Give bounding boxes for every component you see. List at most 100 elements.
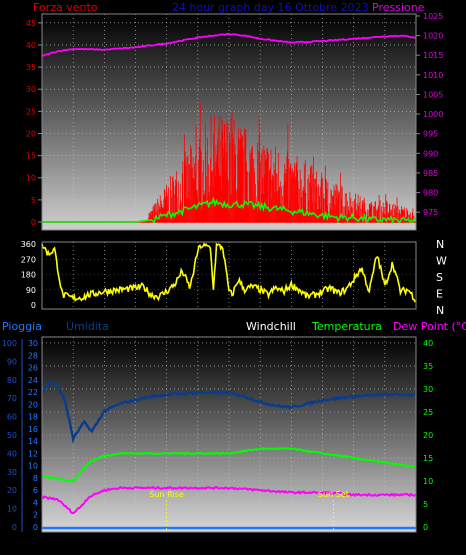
x-tick-12: 12: [224, 231, 234, 240]
x-tick-06: 06: [130, 539, 140, 548]
sun-markers: Sun Rise Sun Set: [149, 490, 349, 532]
rain-tick-8: 8: [33, 474, 38, 483]
x-tick-00: 00: [411, 539, 421, 548]
humidity-tick-70: 70: [7, 394, 17, 403]
wind-tick-20: 20: [26, 129, 36, 138]
temp-panel-frame: [41, 336, 417, 533]
pressure-tick-995: 995: [423, 130, 438, 139]
rain-tick-22: 22: [28, 388, 38, 397]
pressure-tick-975: 975: [423, 208, 438, 217]
x-tick-08: 08: [162, 231, 172, 240]
x-tick-sunrise: Sun Rise: [152, 540, 182, 548]
temp-right-axis: 0 5 10 15 20 25 30 35 40: [423, 339, 433, 532]
pressure-tick-1015: 1015: [423, 51, 443, 60]
humidity-tick-30: 30: [7, 468, 17, 477]
x-tick-14: 14: [255, 231, 265, 240]
x-tick-12: 12: [224, 539, 234, 548]
x-tick-00: 00: [411, 231, 421, 240]
rain-tick-20: 20: [28, 400, 38, 409]
rain-tick-18: 18: [28, 413, 38, 422]
wind-panel-frame: [41, 13, 417, 231]
humidity-axis: 0 10 20 30 40 50 60 70 80 90 100: [2, 339, 17, 532]
x-tick-02: 02: [68, 539, 78, 548]
temp-panel-grid: [42, 337, 417, 532]
legend-humidity: Umidita: [66, 320, 109, 333]
rain-tick-6: 6: [33, 486, 38, 495]
pressure-tick-1000: 1000: [423, 110, 443, 119]
temp-tick-10: 10: [423, 477, 433, 486]
wind-tick-15: 15: [26, 152, 36, 161]
chart-title: 24 hour graph day 16 Ottobre 2023: [172, 1, 369, 14]
compass-label-S-2: S: [436, 271, 443, 284]
wind-left-axis: 0 5 10 15 20 25 30 35 40 45: [26, 19, 42, 227]
legend-temperature: Temperatura: [311, 320, 382, 333]
temp-tick-0: 0: [423, 523, 428, 532]
pressure-tick-985: 985: [423, 169, 438, 178]
wind-panel-x-ticks: 02 04 06 08 10 12 14 16 18 20 22 00: [68, 231, 421, 240]
humidity-tick-40: 40: [7, 449, 17, 458]
compass-label-N-0: N: [436, 238, 444, 251]
x-tick-16: 16: [286, 539, 296, 548]
direction-tick-90: 90: [26, 286, 36, 295]
direction-tick-0: 0: [31, 301, 36, 310]
compass-label-E-3: E: [436, 288, 443, 301]
direction-tick-360: 360: [21, 240, 36, 249]
temp-tick-15: 15: [423, 454, 433, 463]
wind-tick-30: 30: [26, 85, 36, 94]
humidity-tick-20: 20: [7, 486, 17, 495]
dewpoint-line: [41, 485, 417, 515]
legend-rain: Pioggia: [2, 320, 42, 333]
compass-label-N-4: N: [436, 304, 444, 317]
x-tick-14: 14: [255, 539, 265, 548]
temp-panel-x-ticks: 02 04 06 10 12 14 16 18 20 22 00 Sun Rise: [68, 539, 421, 548]
humidity-tick-100: 100: [2, 339, 17, 348]
legend-windchill: Windchill: [246, 320, 296, 333]
wind-tick-0: 0: [31, 218, 36, 227]
humidity-tick-10: 10: [7, 505, 17, 514]
x-tick-20: 20: [349, 231, 359, 240]
humidity-tick-80: 80: [7, 376, 17, 385]
pressure-right-axis: 975 980 985 990 995 1000 1005 1010 1015 1020 1025: [416, 12, 443, 217]
pressure-tick-1025: 1025: [423, 12, 443, 21]
wind-tick-5: 5: [31, 196, 36, 205]
x-tick-10: 10: [193, 231, 203, 240]
temp-panel-series: [40, 381, 417, 530]
rain-tick-2: 2: [33, 511, 38, 520]
temp-tick-5: 5: [423, 500, 428, 509]
sunrise-label: Sun Rise: [149, 490, 184, 499]
x-tick-06: 06: [130, 231, 140, 240]
humidity-line: [40, 381, 417, 444]
pressure-tick-1020: 1020: [423, 32, 443, 41]
legend-dewpoint: Dew Point (°C): [393, 320, 466, 333]
rain-tick-4: 4: [33, 498, 38, 507]
wind-tick-25: 25: [26, 107, 36, 116]
humidity-tick-0: 0: [12, 523, 17, 532]
wind-panel-series: [41, 32, 417, 225]
direction-panel-series: [41, 242, 417, 303]
pressure-tick-990: 990: [423, 149, 438, 158]
x-tick-22: 22: [380, 231, 390, 240]
x-tick-16: 16: [286, 231, 296, 240]
rain-tick-24: 24: [28, 376, 38, 385]
rain-tick-30: 30: [28, 339, 38, 348]
temp-tick-20: 20: [423, 431, 433, 440]
wind-tick-10: 10: [26, 174, 36, 183]
rain-tick-26: 26: [28, 364, 38, 373]
left-axis-title: Forza vento: [33, 1, 98, 14]
temperature-line: [41, 447, 417, 483]
x-tick-18: 18: [317, 231, 327, 240]
rain-tick-16: 16: [28, 425, 38, 434]
direction-left-axis: 0 90 180 270 360: [21, 240, 36, 310]
pressure-line: [41, 32, 417, 57]
temp-tick-25: 25: [423, 408, 433, 417]
wind-average-line: [42, 196, 417, 225]
sunset-label: Sun Set: [318, 490, 349, 499]
x-tick-22: 22: [380, 539, 390, 548]
temp-tick-35: 35: [423, 362, 433, 371]
x-tick-04: 04: [99, 539, 109, 548]
wind-tick-35: 35: [26, 63, 36, 72]
